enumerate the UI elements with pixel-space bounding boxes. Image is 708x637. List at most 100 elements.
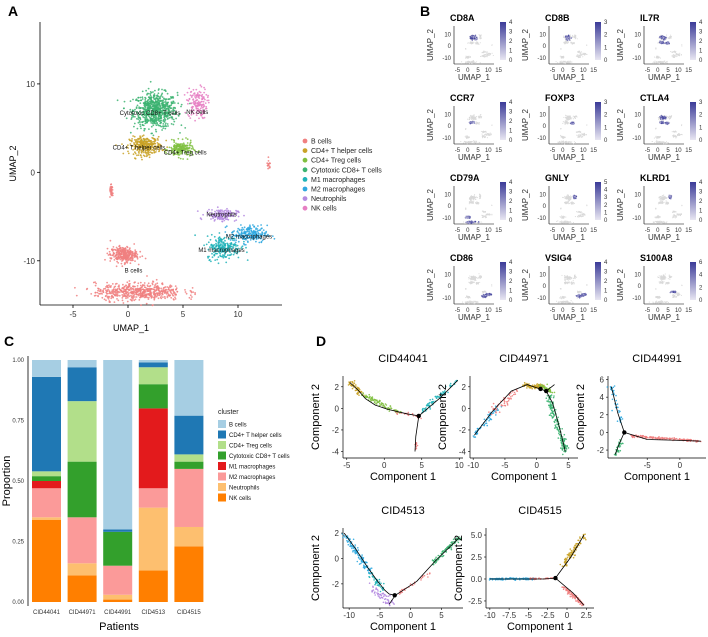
a-cell-point	[120, 256, 123, 258]
a-cell-point	[197, 96, 200, 99]
a-cell-point	[198, 90, 201, 93]
feature-cell-point	[470, 141, 472, 143]
feature-cell-point	[562, 35, 565, 37]
feature-expr-point	[472, 36, 474, 39]
a-cell-point	[136, 104, 139, 107]
feature-cell-point	[574, 38, 576, 40]
a-cell-point	[225, 261, 228, 264]
a-cell-point	[139, 125, 142, 128]
a-cell-point	[201, 98, 203, 100]
a-cell-point	[107, 286, 110, 289]
a-cell-point	[170, 110, 173, 112]
feature-y-tick-label: 0	[448, 44, 452, 50]
a-y-axis-title: UMAP_2	[8, 145, 18, 181]
a-y-tick-label: 10	[26, 80, 35, 89]
a-cell-point	[216, 206, 219, 209]
a-cell-point	[157, 116, 160, 119]
a-cell-point	[136, 285, 139, 287]
a-cell-point	[232, 230, 234, 233]
a-cell-point	[167, 101, 170, 104]
a-cell-point	[150, 122, 153, 124]
a-cell-point	[245, 228, 248, 231]
feature-y-tick-label: 0	[638, 44, 642, 50]
a-cell-point	[108, 292, 111, 295]
a-cell-point	[115, 246, 118, 249]
a-cluster-label: M1 macrophages	[198, 248, 244, 254]
a-cell-point	[172, 100, 175, 103]
a-cell-point	[173, 102, 176, 104]
feature-cell-point	[462, 142, 465, 144]
a-cell-point	[160, 119, 163, 122]
a-y-tick-label: 0	[31, 168, 36, 177]
a-cell-point	[139, 136, 142, 139]
a-cell-point	[119, 289, 122, 292]
a-cell-point	[144, 96, 147, 99]
a-cell-point	[140, 151, 143, 154]
feature-points	[651, 114, 683, 145]
feature-cell-point	[573, 42, 575, 44]
a-cell-point	[250, 229, 253, 232]
a-cell-point	[147, 119, 149, 122]
a-cell-point	[194, 104, 197, 107]
a-cell-point	[154, 128, 157, 131]
feature-cell-point	[479, 36, 481, 38]
a-cell-point	[99, 289, 102, 292]
a-x-tick-label: 0	[126, 310, 131, 319]
a-cell-point	[199, 109, 201, 111]
feature-colorbar	[690, 22, 696, 60]
a-cell-point	[169, 290, 172, 293]
a-cell-point	[147, 289, 150, 292]
feature-cell-point	[579, 54, 581, 57]
a-cell-point	[175, 287, 178, 290]
a-cell-point	[167, 294, 170, 297]
a-cell-point	[134, 157, 137, 160]
a-cell-point	[141, 123, 144, 126]
a-cell-point	[227, 245, 230, 248]
feature-x-tick-label: 15	[590, 148, 597, 154]
feature-cell-point	[576, 38, 578, 40]
feature-expr-point	[665, 42, 667, 44]
a-cell-point	[170, 102, 173, 105]
a-cell-point	[115, 293, 117, 295]
a-cell-point	[158, 294, 161, 296]
feature-cell-point	[568, 122, 570, 124]
a-cell-point	[124, 252, 127, 255]
feature-cell-point	[485, 54, 487, 56]
a-cell-point	[217, 262, 220, 265]
feature-cell-point	[575, 55, 577, 57]
a-cell-point	[266, 224, 269, 227]
a-cell-point	[137, 294, 140, 297]
feature-cell-point	[471, 116, 473, 118]
a-cell-point	[117, 299, 120, 302]
a-cell-point	[265, 230, 268, 233]
feature-cell-point	[467, 141, 469, 144]
feature-cell-point	[673, 51, 675, 53]
feature-y-tick-label: -10	[632, 56, 641, 62]
a-cell-point	[151, 122, 154, 125]
feature-cell-point	[565, 42, 567, 44]
a-cell-point	[150, 99, 152, 101]
a-cluster-label: M2 macrophages	[226, 235, 272, 241]
a-x-axis-title: UMAP_1	[113, 323, 149, 333]
a-cell-point	[151, 109, 154, 111]
feature-y-tick-label: 10	[539, 32, 546, 38]
a-points	[74, 80, 276, 307]
a-cell-point	[121, 260, 123, 262]
feature-expr-point	[474, 34, 477, 36]
a-cell-point	[138, 113, 141, 116]
feature-colorbar-tick: 1	[604, 125, 608, 131]
a-cell-point	[173, 141, 176, 144]
feature-cell-point	[491, 44, 493, 46]
a-cell-point	[106, 281, 108, 284]
a-cell-point	[174, 294, 177, 296]
a-legend-label: Neutrophils	[311, 196, 347, 203]
a-cell-point	[139, 250, 142, 253]
feature-plot-title: IL7R	[640, 13, 660, 23]
feature-cell-point	[672, 55, 674, 57]
feature-cell-point	[667, 37, 669, 39]
a-legend-key	[302, 196, 308, 202]
a-cell-point	[238, 228, 241, 231]
a-legend-label: M2 macrophages	[311, 187, 366, 194]
a-cell-point	[199, 84, 202, 87]
